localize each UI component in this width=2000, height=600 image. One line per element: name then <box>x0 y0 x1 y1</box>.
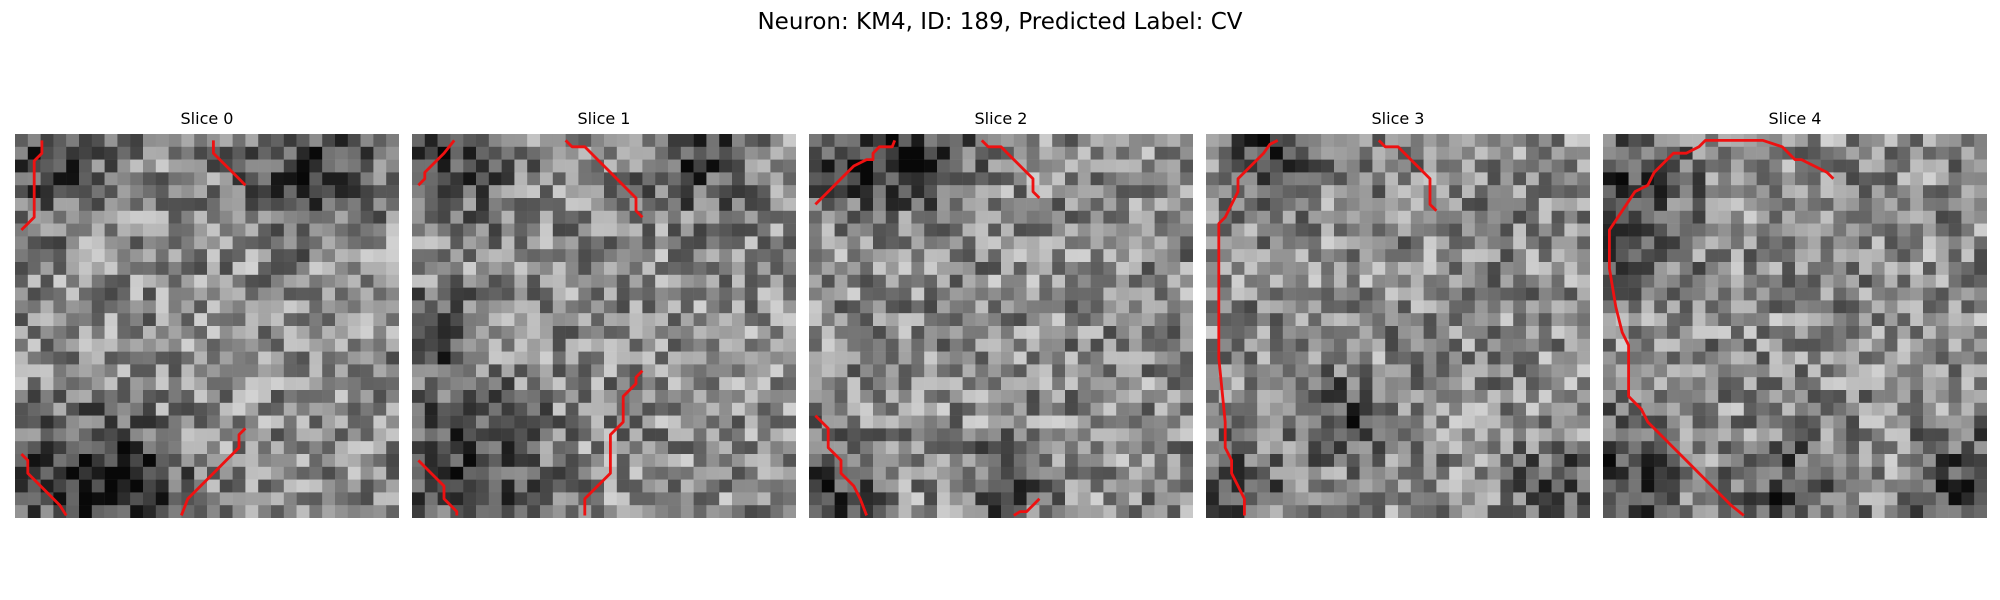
contour-line <box>417 459 459 516</box>
contour-line <box>1013 497 1041 517</box>
contour-line <box>1377 139 1438 212</box>
contour-line <box>814 414 868 516</box>
slice-image-0 <box>15 134 399 518</box>
contour-line <box>1607 138 1835 517</box>
slice-title-1: Slice 1 <box>577 109 631 128</box>
contour-line <box>20 453 68 517</box>
slice-image-2 <box>809 134 1193 518</box>
contour-line <box>20 140 44 231</box>
contour-line <box>180 427 247 516</box>
slice-title-4: Slice 4 <box>1768 109 1822 128</box>
slice-panels: Slice 0 Slice 1 Slice 2 Slice 3 Slice 4 <box>0 108 2000 528</box>
figure-title: Neuron: KM4, ID: 189, Predicted Label: C… <box>757 9 1243 35</box>
contour-line <box>814 139 897 206</box>
contour-line <box>1217 139 1279 516</box>
contour-line <box>211 140 247 187</box>
slice-image-1 <box>412 134 796 518</box>
contour-line <box>980 139 1041 199</box>
slice-image-3 <box>1206 134 1590 518</box>
slice-title-2: Slice 2 <box>974 109 1028 128</box>
slice-image-4 <box>1603 134 1987 518</box>
contour-line <box>564 139 644 219</box>
contour-line <box>417 139 456 187</box>
slice-title-3: Slice 3 <box>1371 109 1425 128</box>
contour-line <box>583 369 644 516</box>
slice-title-0: Slice 0 <box>180 109 234 128</box>
